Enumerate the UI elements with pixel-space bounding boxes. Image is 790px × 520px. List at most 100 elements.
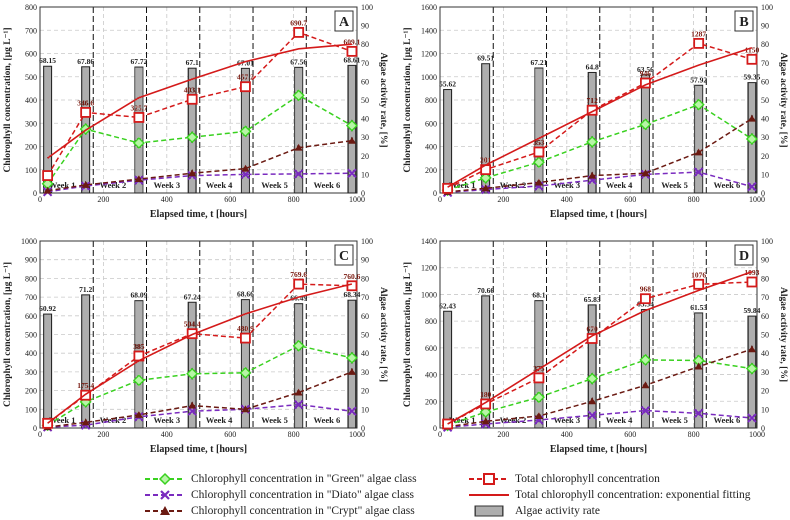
total-value-label: 403.1 [184, 85, 201, 94]
y2-axis-title: Algae activity rate, [%] [378, 287, 388, 382]
marker-total [693, 37, 705, 49]
x-tick-label: 0 [438, 430, 442, 439]
y2-tick-label: 80 [361, 274, 369, 283]
marker-crypt [241, 164, 250, 172]
marker-total [293, 27, 305, 38]
marker-crypt [81, 180, 90, 188]
activity-label: 68.1 [532, 291, 545, 300]
panel-letter-box [334, 10, 354, 32]
total-value-label: 504.4 [184, 320, 201, 329]
marker-green [132, 137, 145, 150]
x-tick-label: 200 [497, 195, 509, 204]
legend-label-activity: Algae activity rate [515, 505, 600, 517]
y-tick-label: 500 [25, 73, 37, 82]
y2-tick-label: 10 [361, 405, 369, 414]
week-label: Week 1 [449, 180, 476, 190]
fit-line [447, 46, 753, 188]
y2-tick-label: 50 [361, 331, 369, 340]
marker-total [746, 276, 758, 288]
marker-diato [640, 405, 651, 416]
activity-label: 67.01 [237, 58, 254, 67]
y2-tick-label: 60 [361, 312, 369, 321]
y-axis-title: Chlorophyll concentration, [µg L⁻¹] [403, 262, 413, 407]
y2-tick-label: 90 [761, 256, 769, 265]
plot-frame [439, 6, 758, 194]
marker-total [480, 398, 492, 410]
marker-green [479, 171, 492, 184]
y-axis-title: Chlorophyll concentration, [µg L⁻¹] [403, 27, 413, 172]
legend-label-green: Chlorophyll concentration in "Green" alg… [191, 473, 417, 485]
week-label: Week 2 [100, 415, 127, 425]
marker-diato [240, 169, 251, 180]
y2-tick-label: 40 [361, 115, 369, 124]
activity-label: 68.34 [343, 290, 360, 299]
y-tick-label: 800 [25, 3, 37, 12]
week-label: Week 5 [261, 180, 288, 190]
marker-green [692, 98, 705, 111]
marker-diato [347, 168, 357, 178]
activity-bar [134, 300, 144, 429]
fit-line [47, 283, 353, 424]
marker-green [532, 156, 545, 169]
activity-bar [640, 309, 650, 429]
marker-diato [693, 167, 704, 177]
y2-tick-label: 10 [761, 405, 769, 414]
marker-green [345, 119, 358, 132]
x-tick-label: 1000 [749, 195, 765, 204]
y2-tick-label: 40 [761, 115, 769, 124]
y2-axis-title: Algae activity rate, [%] [778, 287, 788, 382]
y-tick-label: 1000 [421, 290, 437, 299]
marker-crypt [534, 411, 543, 419]
x-tick-label: 1000 [349, 430, 365, 439]
legend-item-diato: Chlorophyll concentration in "Diato" alg… [143, 488, 463, 504]
activity-label: 61.53 [690, 303, 707, 312]
marker-crypt [747, 114, 756, 122]
x-tick-label: 0 [38, 430, 42, 439]
y-tick-label: 600 [25, 50, 37, 59]
marker-green [532, 391, 545, 404]
week-label: Week 4 [206, 180, 233, 190]
fit-line [47, 43, 352, 159]
marker-crypt [481, 417, 490, 425]
marker-crypt [694, 362, 703, 370]
activity-bar [481, 295, 491, 429]
y-axis-title: Chlorophyll concentration, [µg L⁻¹] [3, 262, 13, 407]
marker-crypt [241, 405, 250, 413]
y2-tick-label: 40 [761, 349, 769, 358]
marker-green [586, 372, 599, 385]
activity-bar [587, 71, 597, 194]
y2-tick-label: 20 [361, 152, 369, 161]
x-tick-label: 200 [97, 195, 109, 204]
marker-crypt [694, 148, 703, 156]
activity-label: 57.92 [690, 75, 707, 84]
marker-green [639, 118, 652, 131]
activity-bar [240, 299, 250, 429]
total-value-label: 480.9 [237, 324, 254, 333]
activity-bar [443, 89, 453, 194]
y2-tick-label: 40 [361, 349, 369, 358]
total-value-label: 769.6 [290, 270, 307, 279]
legend-item-green: Chlorophyll concentration in "Green" alg… [143, 472, 463, 488]
y2-axis-title: Algae activity rate, [%] [378, 53, 388, 148]
y2-tick-label: 90 [361, 22, 369, 31]
y-tick-label: 1200 [421, 50, 437, 59]
activity-label: 68.66 [237, 290, 254, 299]
y2-tick-label: 70 [761, 59, 769, 68]
week-label: Week 1 [49, 180, 76, 190]
activity-label: 59.35 [743, 73, 760, 82]
y2-tick-label: 70 [361, 59, 369, 68]
activity-bar [187, 67, 197, 194]
activity-label: 63.56 [637, 65, 654, 74]
panel-letter: A [339, 15, 350, 30]
marker-total [746, 53, 758, 65]
marker-total [133, 112, 145, 123]
activity-bar [694, 312, 704, 429]
y2-tick-label: 20 [761, 152, 769, 161]
y2-tick-label: 80 [361, 40, 369, 49]
y-tick-label: 400 [425, 143, 437, 152]
y-tick-label: 0 [433, 189, 437, 198]
x-tick-label: 400 [561, 195, 573, 204]
activity-label: 70.66 [477, 286, 494, 295]
y2-tick-label: 50 [761, 96, 769, 105]
week-label: Week 1 [449, 415, 476, 425]
